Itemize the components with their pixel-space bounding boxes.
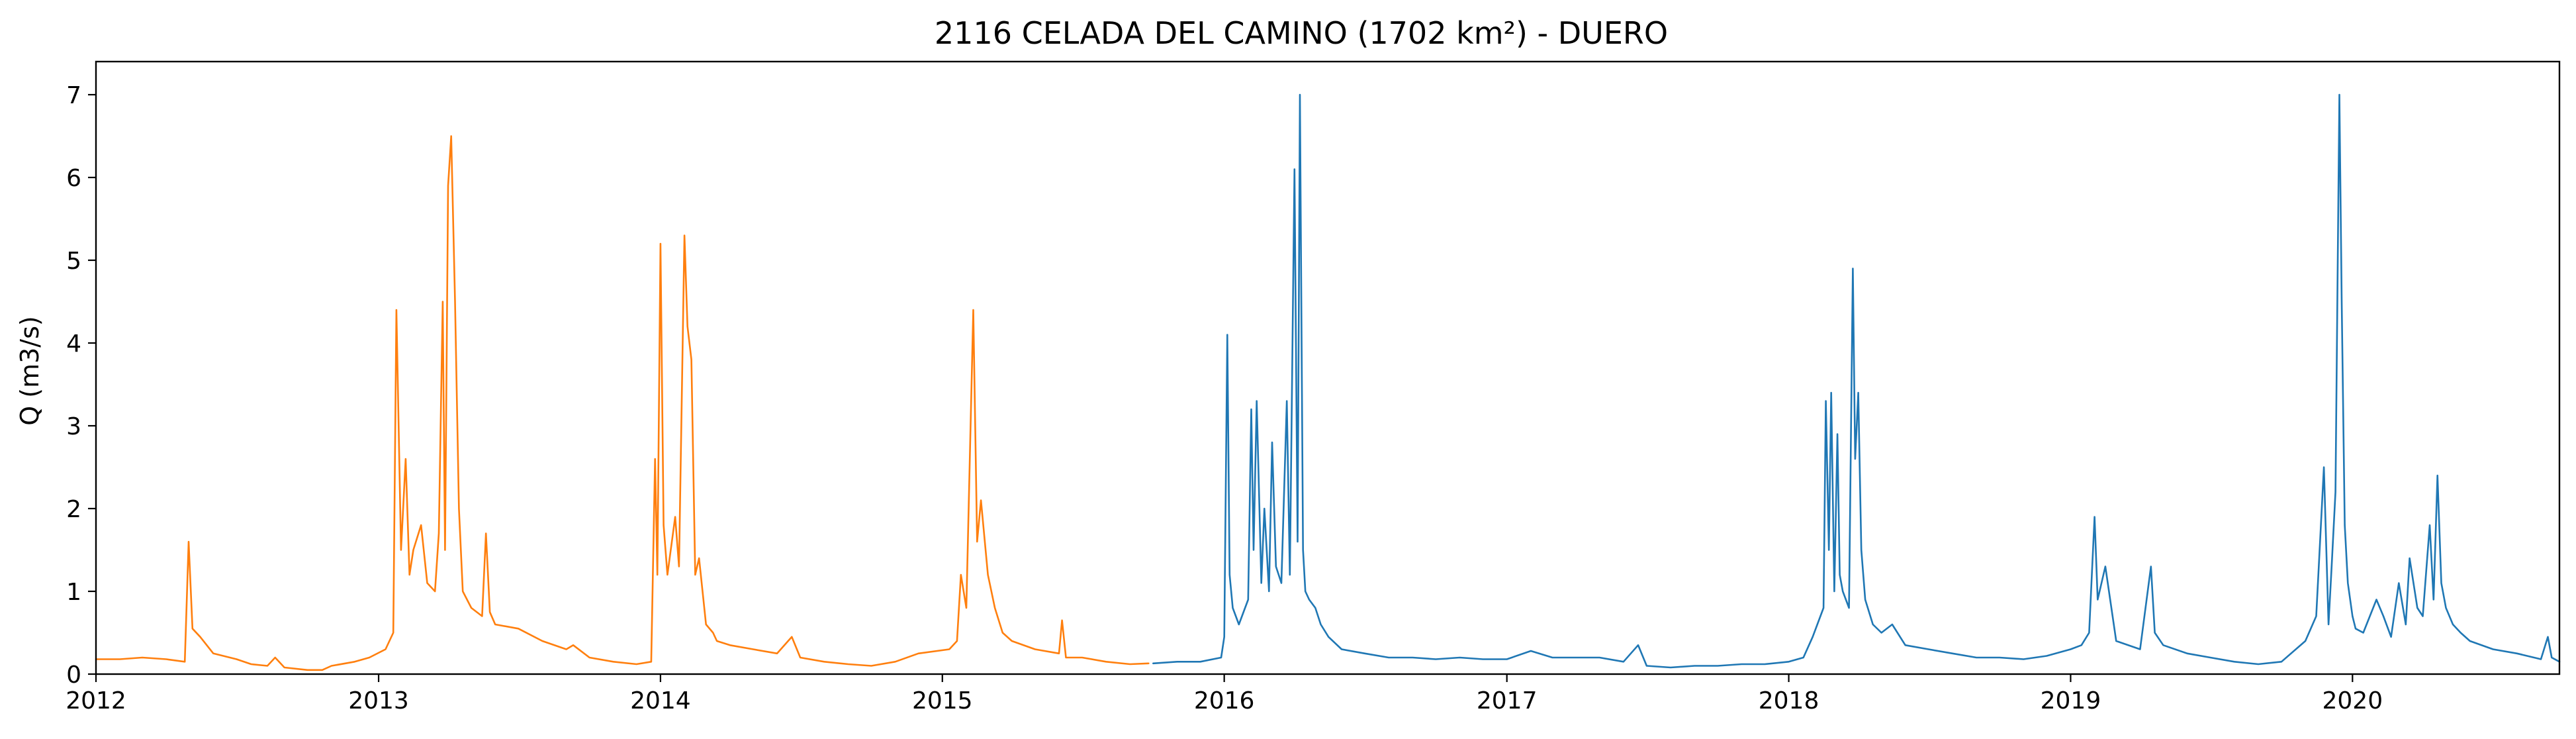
y-tick-label-4: 4 — [66, 330, 81, 358]
x-tick-label-2018: 2018 — [1759, 687, 1819, 714]
y-axis: 0 1 2 3 4 5 6 7 — [66, 82, 96, 689]
x-axis: 2012 2013 2014 2015 2016 2017 2018 2019 2020 — [66, 674, 2383, 714]
x-tick-label-2016: 2016 — [1194, 687, 1255, 714]
y-tick-label-3: 3 — [66, 413, 81, 440]
y-tick-label-0: 0 — [66, 662, 81, 689]
y-tick-label-6: 6 — [66, 165, 81, 192]
y-tick-label-5: 5 — [66, 248, 81, 275]
plot-frame — [95, 60, 2561, 675]
series-line-2 — [1152, 93, 2561, 669]
x-tick-label-2015: 2015 — [912, 687, 973, 714]
y-axis-label: Q (m3/s) — [15, 316, 44, 425]
y-tick-label-2: 2 — [66, 496, 81, 523]
series-line-1 — [95, 135, 1150, 671]
x-tick-label-2020: 2020 — [2322, 687, 2383, 714]
x-tick-label-2014: 2014 — [630, 687, 691, 714]
y-tick-label-7: 7 — [66, 82, 81, 109]
chart-title: 2116 CELADA DEL CAMINO (1702 km²) - DUER… — [935, 15, 1668, 51]
x-tick-label-2013: 2013 — [348, 687, 409, 714]
x-tick-label-2017: 2017 — [1477, 687, 1538, 714]
plot-area — [95, 60, 2561, 675]
x-tick-label-2019: 2019 — [2041, 687, 2101, 714]
series-layer — [95, 93, 2561, 671]
x-tick-label-2012: 2012 — [66, 687, 126, 714]
y-tick-label-1: 1 — [66, 579, 81, 606]
